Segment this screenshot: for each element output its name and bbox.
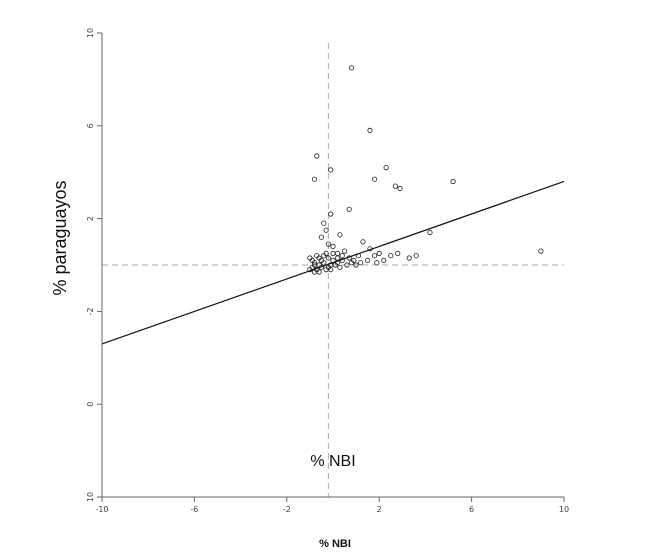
x-tick-label: 6 — [469, 505, 474, 514]
x-tick-label: -10 — [95, 505, 108, 514]
data-point — [406, 255, 412, 261]
data-point — [318, 234, 324, 240]
data-point — [397, 185, 403, 191]
axes — [98, 33, 564, 501]
y-axis-title: % paraguayos — [50, 180, 70, 295]
data-point — [341, 248, 348, 254]
data-point — [344, 262, 350, 268]
data-point — [334, 255, 341, 261]
y-tick-label: 10 — [86, 28, 95, 38]
x-axis-title: % NBI — [319, 538, 351, 550]
data-point — [323, 250, 329, 256]
data-point — [358, 260, 364, 266]
y-tick-label: 0 — [86, 402, 95, 407]
data-point — [314, 153, 320, 159]
data-point — [337, 232, 343, 238]
y-tick-labels: 10 0 -2 2 6 10 — [86, 28, 102, 502]
data-point — [427, 229, 433, 236]
x-tick-label: -2 — [283, 505, 291, 514]
data-point — [337, 264, 343, 270]
data-point — [348, 65, 355, 71]
y-tick-label: 2 — [86, 216, 95, 221]
data-points — [307, 65, 544, 275]
data-point — [374, 260, 380, 266]
data-point — [346, 206, 352, 212]
data-point — [367, 127, 373, 133]
data-point — [392, 183, 398, 189]
data-point — [360, 239, 366, 245]
data-point — [388, 253, 394, 259]
y-tick-label: 10 — [86, 492, 95, 502]
data-point — [325, 264, 331, 270]
data-point — [395, 250, 401, 256]
x-tick-label: -6 — [190, 505, 198, 514]
data-point — [316, 255, 322, 261]
regression-line-group — [101, 180, 565, 345]
data-point — [311, 176, 318, 182]
data-point — [323, 227, 329, 233]
x-tick-label: 2 — [377, 505, 382, 514]
data-point — [371, 253, 378, 259]
data-point — [330, 250, 336, 256]
data-point — [321, 220, 327, 226]
data-point — [413, 253, 419, 259]
data-point — [330, 243, 336, 249]
data-point — [325, 241, 331, 247]
data-point — [309, 257, 315, 263]
data-point — [538, 248, 544, 254]
data-point — [376, 250, 382, 256]
data-point — [353, 262, 359, 268]
data-point — [311, 262, 318, 268]
data-point — [371, 176, 378, 182]
data-point — [364, 257, 371, 263]
y-tick-label: -2 — [86, 307, 95, 315]
data-point — [381, 257, 387, 263]
y-tick-label: 6 — [86, 123, 95, 128]
data-point — [334, 250, 341, 256]
data-point — [348, 260, 355, 266]
data-point — [383, 165, 389, 171]
data-point — [325, 255, 331, 261]
data-point — [316, 269, 322, 275]
chart-annotation: % NBI — [310, 453, 355, 470]
x-tick-labels: -10 -6 -2 2 6 10 — [95, 497, 569, 514]
regression-line — [101, 180, 565, 345]
data-point — [339, 253, 345, 259]
data-point — [321, 260, 327, 266]
x-tick-label: 10 — [559, 505, 569, 514]
data-point — [328, 211, 334, 217]
data-point — [328, 167, 334, 173]
data-point — [450, 178, 456, 185]
